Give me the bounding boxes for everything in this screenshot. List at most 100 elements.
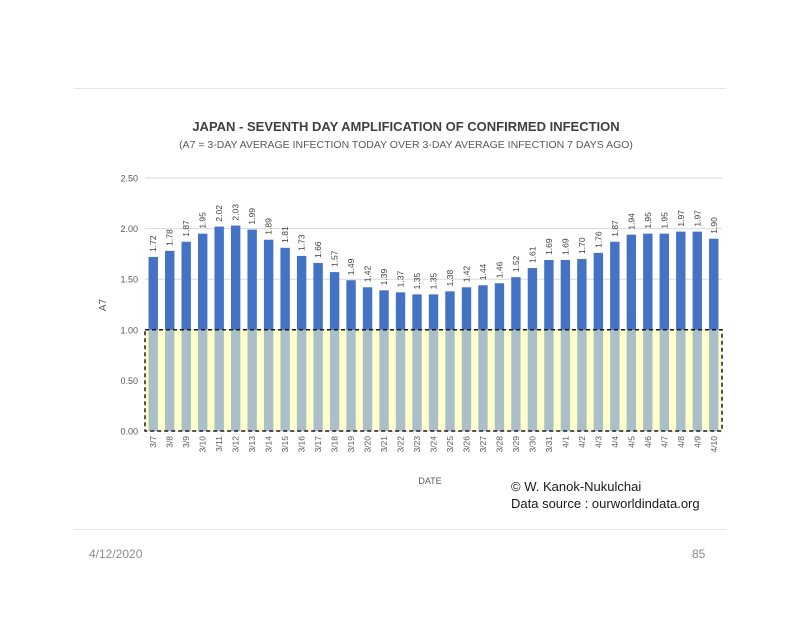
y-tick-label: 0.50 [120, 376, 138, 386]
threshold-zone [145, 329, 722, 431]
x-tick-label: 3/31 [544, 436, 554, 453]
y-tick-label: 2.00 [120, 224, 138, 234]
data-label: 1.69 [560, 238, 570, 255]
bar [230, 225, 241, 330]
x-tick-label: 4/7 [659, 436, 669, 448]
data-label: 1.39 [379, 269, 389, 286]
bar-below-threshold [676, 329, 686, 431]
data-label: 1.81 [280, 226, 290, 243]
x-tick-label: 3/18 [330, 436, 340, 453]
data-label: 1.70 [577, 237, 587, 254]
bar [593, 252, 604, 330]
top-divider [74, 88, 726, 89]
data-label: 1.42 [363, 265, 373, 282]
data-label: 1.73 [297, 234, 307, 251]
data-label: 1.72 [148, 235, 158, 252]
chart-subtitle: (A7 = 3-DAY AVERAGE INFECTION TODAY OVER… [179, 139, 633, 151]
x-tick-label: 3/14 [264, 436, 274, 453]
bar [198, 233, 208, 330]
bar [544, 259, 554, 330]
bar [247, 229, 257, 330]
bar-below-threshold [165, 329, 175, 431]
data-label: 2.03 [231, 204, 241, 221]
data-label: 1.52 [511, 255, 521, 272]
x-tick-label: 3/7 [148, 436, 158, 448]
bar-below-threshold [659, 329, 669, 431]
data-label: 1.95 [198, 212, 208, 229]
bar-below-threshold [527, 329, 538, 431]
x-tick-label: 4/10 [709, 436, 719, 453]
bar-below-threshold [593, 329, 604, 431]
bar [692, 231, 702, 330]
bar [329, 272, 340, 330]
x-tick-label: 3/9 [181, 436, 191, 448]
data-label: 1.87 [181, 220, 191, 237]
bar-below-threshold [626, 329, 637, 431]
bar [494, 283, 505, 330]
x-tick-label: 3/26 [461, 436, 471, 453]
bar-below-threshold [280, 329, 290, 431]
bar [511, 277, 521, 330]
bar [428, 294, 439, 330]
data-label: 1.57 [330, 250, 340, 267]
author-credit: © W. Kanok-Nukulchai [511, 479, 642, 494]
data-source: Data source : ourworldindata.org [511, 496, 700, 511]
threshold-outline [144, 329, 723, 432]
credit-block: © W. Kanok-Nukulchai Data source : ourwo… [511, 478, 700, 512]
data-label: 1.76 [593, 231, 603, 248]
x-tick-label: 3/10 [198, 436, 208, 453]
x-tick-label: 3/24 [429, 436, 439, 453]
data-label: 1.35 [412, 273, 422, 290]
data-label: 1.46 [494, 261, 504, 278]
bar-below-threshold [181, 329, 191, 431]
data-label: 1.94 [626, 213, 636, 230]
x-tick-label: 3/27 [478, 436, 488, 453]
y-tick-label: 0.00 [120, 427, 138, 437]
bar-below-threshold [346, 329, 356, 431]
data-label: 1.35 [429, 273, 439, 290]
x-tick-label: 3/23 [412, 436, 422, 453]
x-tick-label: 3/8 [165, 436, 175, 448]
x-tick-label: 4/2 [577, 436, 587, 448]
bar [263, 239, 274, 330]
data-label: 1.78 [165, 229, 175, 246]
bar [379, 290, 389, 330]
x-tick-label: 3/17 [313, 436, 323, 453]
y-tick-labels: 0.00 0.50 1.00 1.50 2.00 2.50 [120, 174, 138, 437]
bar-below-threshold [214, 329, 224, 431]
data-label: 1.97 [692, 210, 702, 227]
data-label: 1.97 [676, 210, 686, 227]
bar [165, 250, 175, 330]
bar [280, 247, 290, 330]
data-label: 1.37 [396, 271, 406, 288]
x-tick-label: 4/5 [626, 436, 636, 448]
chart-title: JAPAN - SEVENTH DAY AMPLIFICATION OF CON… [192, 119, 619, 134]
x-tick-label: 4/8 [676, 436, 686, 448]
x-tick-label: 3/28 [494, 436, 504, 453]
bar-below-threshold [313, 329, 323, 431]
bar [395, 292, 406, 330]
bar-below-threshold [379, 329, 389, 431]
bar [626, 234, 637, 330]
y-axis-label: A7 [98, 298, 109, 311]
x-tick-label: 4/3 [593, 436, 603, 448]
x-tick-label: 3/16 [297, 436, 307, 453]
bar-below-threshold [395, 329, 406, 431]
bar-below-threshold [296, 329, 307, 431]
data-label: 1.49 [346, 258, 356, 275]
y-tick-label: 1.00 [120, 325, 138, 335]
bar [709, 238, 719, 330]
data-label: 1.38 [445, 270, 455, 287]
x-tick-label: 3/25 [445, 436, 455, 453]
bar [643, 233, 653, 330]
bar-below-threshold [478, 329, 488, 431]
x-tick-label: 3/13 [247, 436, 257, 453]
bar [478, 285, 488, 330]
bar-below-threshold [445, 329, 455, 431]
data-label: 1.42 [461, 265, 471, 282]
bar [577, 258, 587, 330]
bar-below-threshold [329, 329, 340, 431]
data-label: 1.69 [544, 238, 554, 255]
x-tick-label: 4/6 [643, 436, 653, 448]
